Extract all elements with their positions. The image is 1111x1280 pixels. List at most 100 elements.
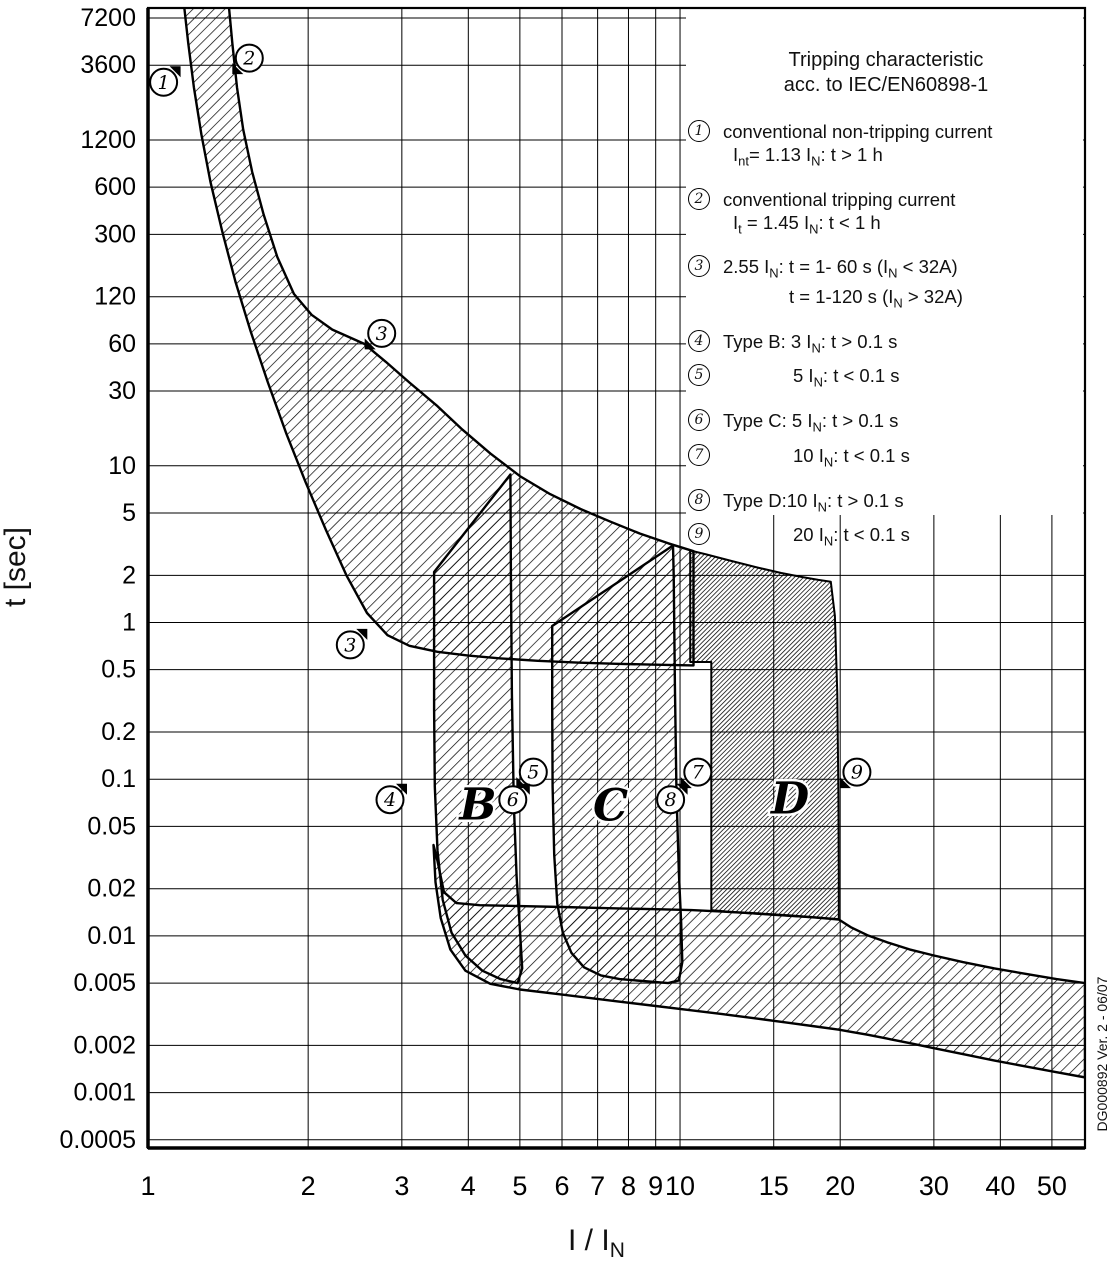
- svg-text:20: 20: [825, 1171, 855, 1201]
- svg-text:0.005: 0.005: [73, 969, 136, 997]
- svg-text:4: 4: [461, 1171, 476, 1201]
- marker-4: 4: [375, 783, 407, 815]
- svg-text:4: 4: [383, 789, 396, 811]
- marker-6: 6: [498, 783, 530, 815]
- legend-item-7: 7 10 IN: t < 0.1 s: [688, 443, 1084, 474]
- instantaneous-band: [432, 843, 1085, 1079]
- svg-text:2: 2: [242, 48, 255, 70]
- svg-text:0.5: 0.5: [101, 656, 136, 684]
- svg-text:1: 1: [140, 1171, 155, 1201]
- svg-text:3: 3: [394, 1171, 409, 1201]
- svg-text:1: 1: [158, 72, 170, 94]
- svg-text:0.2: 0.2: [101, 718, 136, 746]
- legend-items: 1 conventional non-tripping current Int= 1…: [688, 120, 1084, 553]
- x-axis-title: I / IN: [568, 1224, 625, 1262]
- y-tick-labels: 7200 3600 1200 600 300 120 60 30 10 5 2 1 0.5 0.2 0.1 0…: [60, 4, 136, 1154]
- svg-text:1: 1: [122, 609, 136, 637]
- svg-text:0.01: 0.01: [87, 922, 136, 950]
- svg-text:300: 300: [94, 220, 136, 248]
- legend-item-5: 5 5 IN: t < 0.1 s: [688, 364, 1084, 394]
- svg-text:2: 2: [122, 561, 136, 589]
- svg-text:9: 9: [851, 762, 863, 784]
- legend-item-text: Type C: 5 IN: t > 0.1 s: [723, 410, 899, 435]
- svg-text:15: 15: [759, 1171, 789, 1201]
- legend-item-2: 2 conventional tripping current It = 1.45 …: [688, 187, 1084, 241]
- svg-text:9: 9: [648, 1171, 663, 1201]
- svg-text:2: 2: [301, 1171, 316, 1201]
- svg-text:1200: 1200: [80, 126, 136, 154]
- marker-9: 9: [839, 757, 872, 789]
- legend-item-number: 1: [688, 120, 710, 142]
- svg-text:5: 5: [512, 1171, 527, 1201]
- marker-3: 3: [364, 318, 397, 350]
- svg-text:3600: 3600: [80, 51, 136, 79]
- svg-text:30: 30: [919, 1171, 949, 1201]
- legend-title-line2: acc. to IEC/EN60898-1: [783, 74, 989, 96]
- svg-text:5: 5: [527, 762, 539, 784]
- svg-text:6: 6: [507, 789, 519, 811]
- legend-panel: [686, 9, 1083, 515]
- svg-text:7: 7: [590, 1171, 605, 1201]
- svg-text:0.1: 0.1: [101, 765, 136, 793]
- legend-item-number: 8: [688, 488, 710, 511]
- svg-text:8: 8: [621, 1171, 636, 1201]
- svg-text:0.002: 0.002: [73, 1031, 136, 1059]
- svg-text:40: 40: [985, 1171, 1015, 1201]
- legend-item-text: 10 IN: t < 0.1 s: [793, 444, 910, 470]
- legend-title-line1: Tripping characteristic: [788, 49, 984, 71]
- svg-text:50: 50: [1037, 1171, 1067, 1201]
- legend-item-1: 1 conventional non-tripping current Int= 1…: [688, 120, 1084, 173]
- legend-item-text: conventional non-tripping current Int= 1.…: [723, 121, 993, 169]
- type-b-band: [432, 473, 524, 985]
- legend-item-text: Type B: 3 IN: t > 0.1 s: [723, 330, 898, 356]
- legend-item-number: 2: [688, 187, 710, 210]
- svg-text:7200: 7200: [80, 4, 136, 32]
- svg-text:600: 600: [94, 173, 136, 201]
- marker-1: 1: [149, 66, 181, 97]
- svg-text:5: 5: [122, 499, 136, 527]
- region-label-C: C: [593, 780, 628, 831]
- marker-3: 3: [335, 628, 368, 660]
- type-d-band: [689, 549, 840, 921]
- legend-item-9: 9 20 IN: t < 0.1 s: [688, 523, 1084, 553]
- svg-text:3: 3: [376, 323, 388, 345]
- svg-text:8: 8: [665, 789, 677, 811]
- svg-text:0.05: 0.05: [87, 812, 136, 840]
- legend-item-4: 4 Type B: 3 IN: t > 0.1 s: [688, 329, 1084, 360]
- marker-8: 8: [656, 783, 688, 815]
- svg-text:7: 7: [692, 762, 705, 784]
- svg-text:0.02: 0.02: [87, 875, 136, 903]
- region-label-B: B: [457, 779, 496, 830]
- svg-text:30: 30: [108, 377, 136, 405]
- svg-text:10: 10: [108, 452, 136, 480]
- legend-item-8: 8 Type D:10 IN: t > 0.1 s: [688, 488, 1084, 519]
- y-axis-title: t [sec]: [0, 526, 33, 608]
- legend-item-text: 5 IN: t < 0.1 s: [793, 365, 900, 391]
- region-label-D: D: [769, 774, 809, 825]
- svg-text:10: 10: [665, 1171, 695, 1201]
- type-c-band: [551, 544, 684, 985]
- marker-2: 2: [232, 43, 264, 75]
- legend-item-number: 5: [688, 364, 710, 387]
- legend-title: Tripping characteristic acc. to IEC/EN60…: [688, 48, 1084, 98]
- legend-item-text: Type D:10 IN: t > 0.1 s: [723, 489, 904, 515]
- legend: Tripping characteristic acc. to IEC/EN60…: [688, 48, 1084, 568]
- legend-item-text: conventional tripping current It = 1.45 I…: [723, 188, 956, 237]
- legend-item-number: 6: [688, 409, 710, 432]
- legend-item-number: 3: [688, 255, 710, 278]
- legend-item-number: 7: [688, 443, 710, 466]
- svg-text:120: 120: [94, 283, 136, 311]
- legend-item-3: 3 2.55 IN: t = 1- 60 s (IN < 32A) t = 1-12…: [688, 255, 1084, 314]
- svg-text:60: 60: [108, 330, 136, 358]
- svg-text:0.001: 0.001: [73, 1079, 136, 1107]
- legend-item-6: 6 Type C: 5 IN: t > 0.1 s: [688, 409, 1084, 439]
- svg-text:6: 6: [554, 1171, 569, 1201]
- watermark: DG000892 Ver. 2 - 06/07: [1094, 976, 1110, 1132]
- svg-text:0.0005: 0.0005: [60, 1126, 136, 1154]
- x-tick-labels: 1 2 3 4 5 6 7 8 9 10 15 20 30 40 50: [140, 1171, 1066, 1201]
- legend-item-text: 20 IN: t < 0.1 s: [793, 524, 910, 549]
- legend-item-number: 4: [688, 329, 710, 352]
- legend-item-number: 9: [688, 523, 710, 546]
